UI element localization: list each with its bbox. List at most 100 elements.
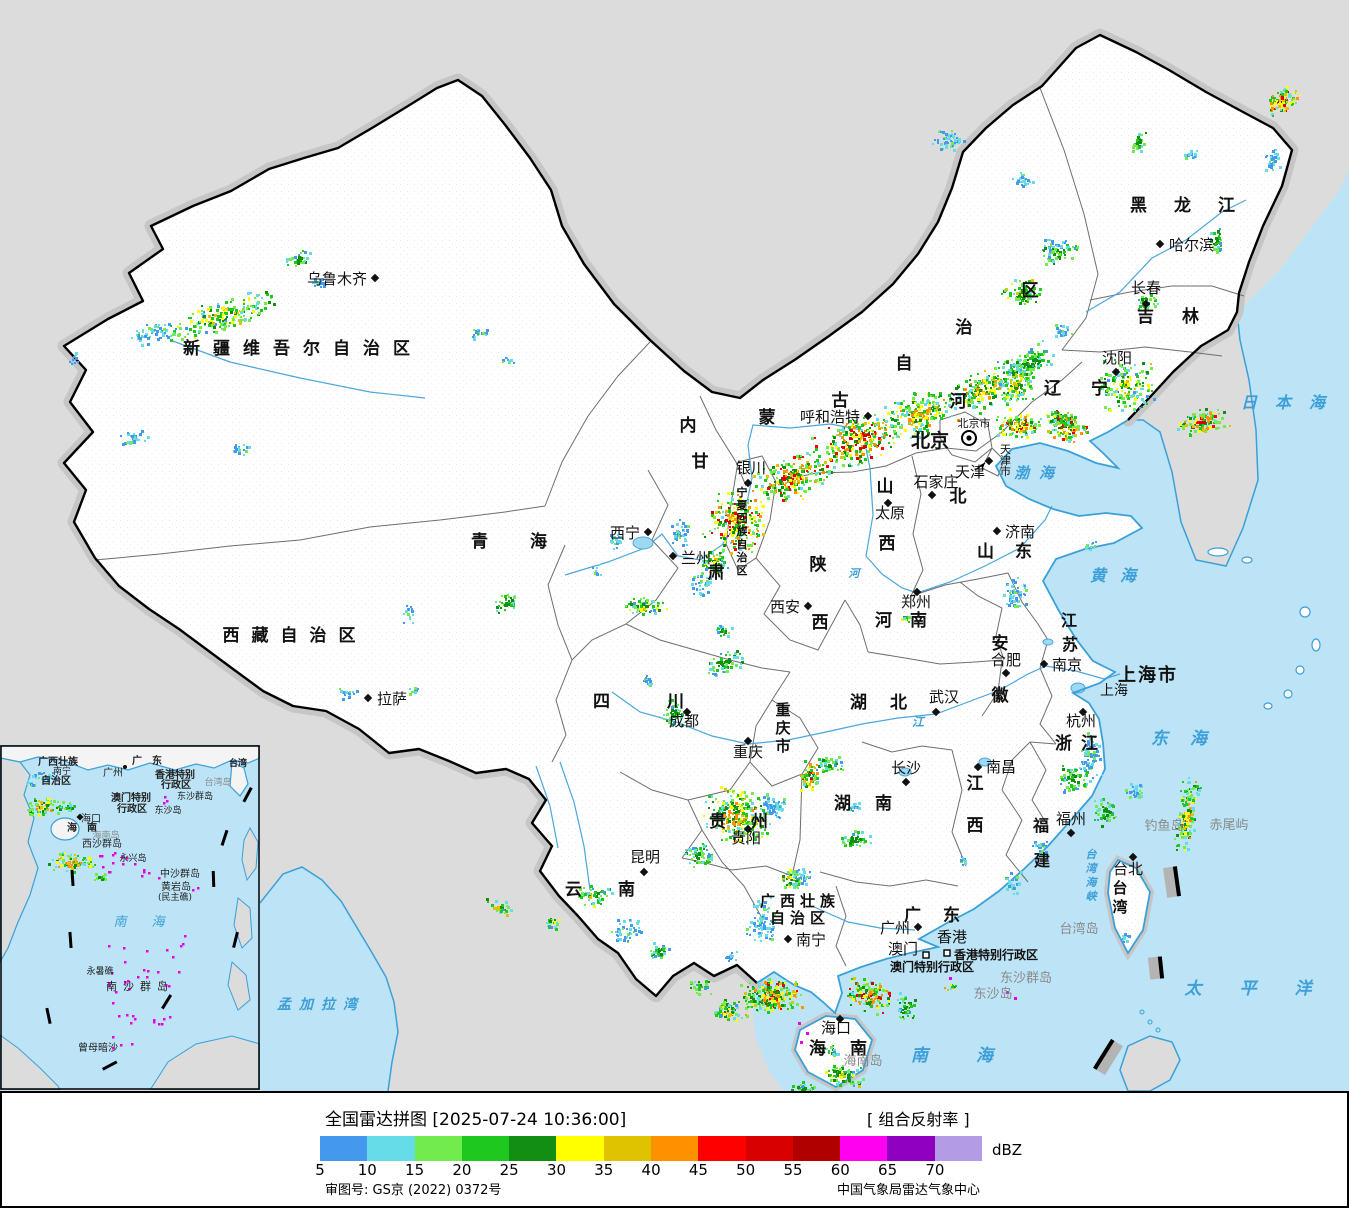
echo-cell (770, 1004, 773, 1007)
echo-cell (715, 511, 718, 514)
echo-cell (862, 1078, 865, 1081)
echo-cell (757, 912, 759, 914)
echo-cell (1031, 295, 1034, 298)
echo-cell (640, 598, 642, 600)
echo-cell (1014, 389, 1017, 392)
echo-cell (798, 482, 800, 484)
echo-cell (763, 820, 765, 822)
echo-cell (209, 321, 212, 324)
echo-cell (1066, 326, 1069, 329)
echo-cell (710, 662, 713, 665)
echo-cell (759, 816, 761, 818)
echo-cell (1009, 294, 1012, 297)
echo-cell (666, 608, 668, 610)
echo-cell (1020, 172, 1022, 174)
province-boundary (959, 581, 1005, 661)
echo-cell (1207, 420, 1210, 423)
echo-cell (1278, 99, 1281, 102)
echo-cell (611, 892, 614, 895)
echo-cell (719, 807, 722, 810)
echo-cell (1270, 105, 1272, 107)
echo-cell (850, 840, 852, 842)
echo-cell (172, 333, 175, 336)
echo-cell (139, 339, 142, 342)
echo-cell (1101, 774, 1103, 776)
echo-cell (781, 810, 783, 812)
echo-cell (830, 471, 833, 474)
echo-cell (805, 480, 808, 483)
echo-cell (474, 336, 476, 338)
echo-cell (619, 933, 622, 936)
echo-cell (1188, 419, 1191, 422)
echo-cell (846, 448, 849, 451)
echo-cell (1024, 384, 1026, 386)
echo-cell (722, 630, 725, 633)
echo-cell (142, 336, 144, 338)
echo-cell (252, 306, 254, 308)
echo-cell (754, 822, 757, 825)
echo-cell (805, 1090, 808, 1091)
echo-cell (689, 854, 691, 856)
echo-cell (1090, 753, 1093, 756)
national-border-south (94, 557, 758, 998)
radar-echoes (69, 86, 1301, 1091)
echo-cell (1030, 425, 1032, 427)
echo-cell (1276, 153, 1279, 156)
echo-cell (754, 524, 756, 526)
echo-cell (1052, 246, 1055, 249)
echo-cell (1018, 363, 1021, 366)
echo-cell (779, 479, 782, 482)
echo-cell (229, 322, 231, 324)
echo-cell (853, 1085, 855, 1087)
echo-cell (590, 893, 592, 895)
echo-cell (1185, 157, 1188, 160)
echo-cell (1000, 380, 1003, 383)
echo-cell (913, 412, 916, 415)
echo-cell (1009, 419, 1012, 422)
echo-cell (508, 360, 511, 363)
echo-cell (709, 577, 712, 580)
echo-cell (513, 596, 516, 599)
echo-cell (1064, 257, 1066, 259)
echo-cell (1015, 435, 1018, 438)
echo-cell (738, 1001, 740, 1003)
echo-cell (853, 977, 856, 980)
echo-cell (778, 816, 780, 818)
province-boundary (544, 341, 651, 507)
echo-cell (927, 432, 930, 435)
echo-cell (868, 988, 871, 991)
echo-cell (779, 482, 782, 485)
echo-cell (1027, 359, 1029, 361)
echo-cell (884, 427, 886, 429)
echo-cell (632, 612, 634, 614)
echo-cell (792, 873, 794, 875)
echo-cell (721, 572, 723, 574)
echo-cell (600, 574, 602, 576)
echo-cell (1001, 293, 1003, 295)
echo-cell (1064, 254, 1066, 256)
echo-cell (815, 479, 818, 482)
echo-cell (1275, 149, 1277, 151)
echo-cell (923, 410, 926, 413)
echo-cell (767, 811, 769, 813)
echo-cell (700, 575, 703, 578)
echo-cell (764, 479, 767, 482)
echo-cell (1029, 357, 1032, 360)
echo-cell (956, 137, 958, 139)
echo-cell (861, 424, 864, 427)
echo-cell (1040, 418, 1042, 420)
echo-cell (1024, 355, 1027, 358)
echo-cell (863, 441, 865, 443)
echo-cell (733, 820, 735, 822)
echo-cell (750, 921, 753, 924)
echo-cell (691, 858, 693, 860)
echo-cell (1068, 248, 1071, 251)
echo-cell (184, 336, 186, 338)
echo-cell (810, 1084, 812, 1086)
echo-cell (992, 384, 994, 386)
echo-cell (897, 402, 900, 405)
echo-cell (228, 325, 230, 327)
echo-cell (904, 1007, 907, 1010)
echo-cell (1265, 169, 1268, 172)
echo-cell (743, 818, 746, 821)
